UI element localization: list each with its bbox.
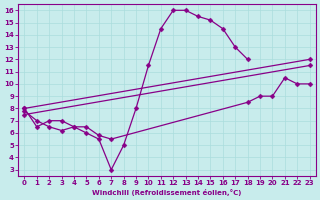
X-axis label: Windchill (Refroidissement éolien,°C): Windchill (Refroidissement éolien,°C) [92,189,242,196]
